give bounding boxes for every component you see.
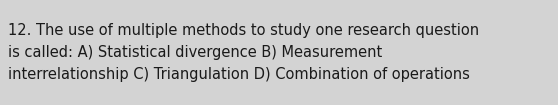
Text: 12. The use of multiple methods to study one research question
is called: A) Sta: 12. The use of multiple methods to study… xyxy=(8,23,479,82)
